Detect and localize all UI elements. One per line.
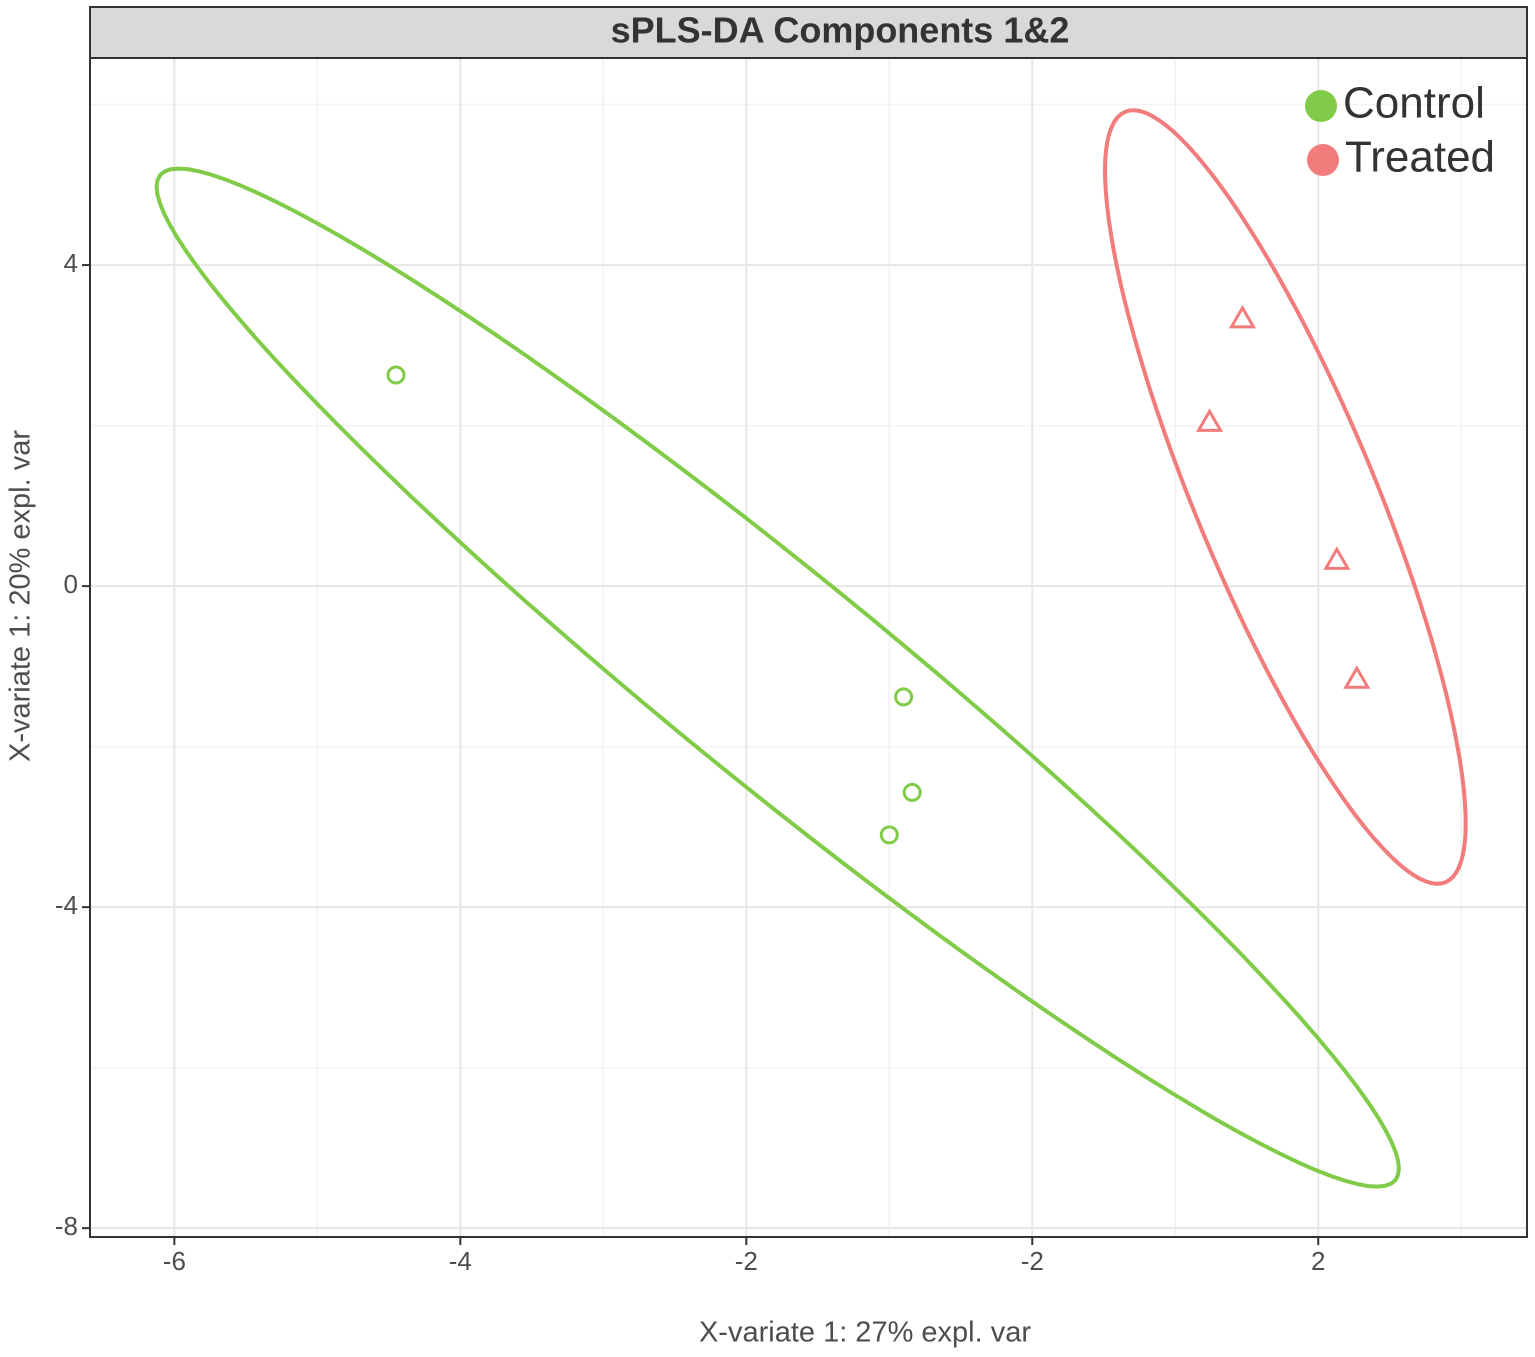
point — [902, 782, 922, 802]
x-tick-label: -6 — [163, 1246, 186, 1276]
y-axis-label: X-variate 1: 20% expl. var — [5, 430, 37, 762]
plot-background — [90, 58, 1527, 1237]
x-axis-label: X-variate 1: 27% expl. var — [699, 1317, 1031, 1349]
y-tick-label: -8 — [55, 1211, 78, 1241]
title-strip — [89, 6, 1528, 59]
x-tick-label: -4 — [449, 1246, 472, 1276]
point — [386, 365, 406, 385]
point — [1195, 408, 1224, 432]
x-tick-label: 2 — [1311, 1246, 1325, 1276]
y-tick-label: -4 — [55, 890, 78, 920]
y-tick-label: 0 — [64, 569, 78, 599]
point — [1323, 546, 1351, 570]
point — [879, 825, 899, 845]
legend-marker — [1307, 144, 1339, 176]
legend-marker — [1305, 90, 1337, 122]
chart-title: sPLS-DA Components 1&2 — [611, 10, 1070, 51]
plot-border — [89, 57, 1528, 1238]
point — [1228, 304, 1257, 329]
legend-label: Treated — [1345, 133, 1495, 182]
point — [894, 687, 914, 707]
x-tick-label: -2 — [735, 1246, 758, 1276]
confidence-ellipse — [154, 166, 1401, 1189]
point — [1343, 665, 1371, 689]
legend-label: Control — [1343, 79, 1485, 128]
confidence-ellipse — [1102, 108, 1468, 886]
x-tick-label: -2 — [1021, 1246, 1044, 1276]
y-tick-label: 4 — [64, 248, 78, 278]
